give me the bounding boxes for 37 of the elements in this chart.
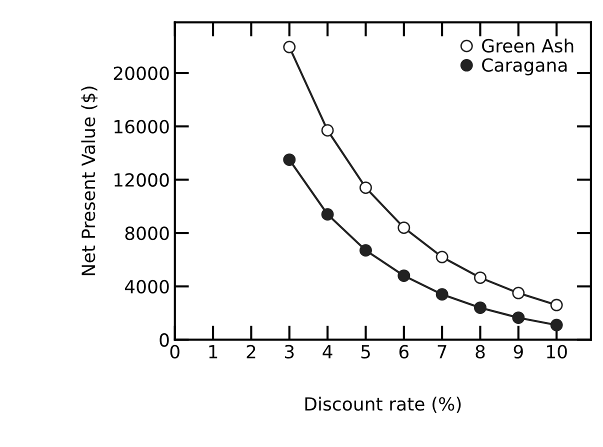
x-tick-label: 7 — [438, 345, 446, 358]
point — [436, 288, 448, 301]
x-tick-label: 1 — [209, 345, 218, 358]
point — [474, 301, 486, 314]
x-tick-label: 0 — [170, 344, 180, 359]
point — [550, 298, 563, 312]
point — [321, 124, 334, 137]
point — [321, 208, 334, 221]
point — [283, 153, 296, 166]
point — [398, 269, 410, 282]
y-tick-label: 16000 — [114, 120, 169, 134]
y-tick-label: 0 — [160, 333, 169, 347]
point — [512, 286, 525, 300]
y-tick-label: 12000 — [114, 173, 169, 187]
x-axis-title: Discount rate (%) — [305, 396, 461, 413]
y-tick-label: 8000 — [125, 226, 169, 240]
point — [283, 40, 296, 54]
y-axis-title: Net Present Value ($) — [81, 86, 98, 276]
y-tick-label: 20000 — [114, 66, 169, 80]
x-tick-label: 9 — [514, 344, 523, 359]
x-tick-label: 2 — [246, 344, 256, 358]
x-tick-label: 10 — [547, 344, 567, 359]
point — [474, 271, 486, 284]
legend-label: Caragana — [482, 58, 567, 76]
point — [550, 318, 563, 332]
point — [512, 311, 525, 324]
y-tick-label: 4000 — [124, 280, 169, 294]
point — [398, 221, 410, 234]
legend-label: Green Ash — [482, 38, 574, 53]
point — [359, 181, 372, 194]
x-tick-label: 5 — [361, 345, 370, 359]
x-tick-label: 4 — [322, 345, 332, 358]
x-tick-label: 3 — [285, 344, 294, 359]
point — [359, 244, 372, 257]
x-tick-label: 6 — [399, 344, 409, 359]
x-tick-label: 8 — [476, 344, 485, 359]
point — [436, 250, 448, 264]
